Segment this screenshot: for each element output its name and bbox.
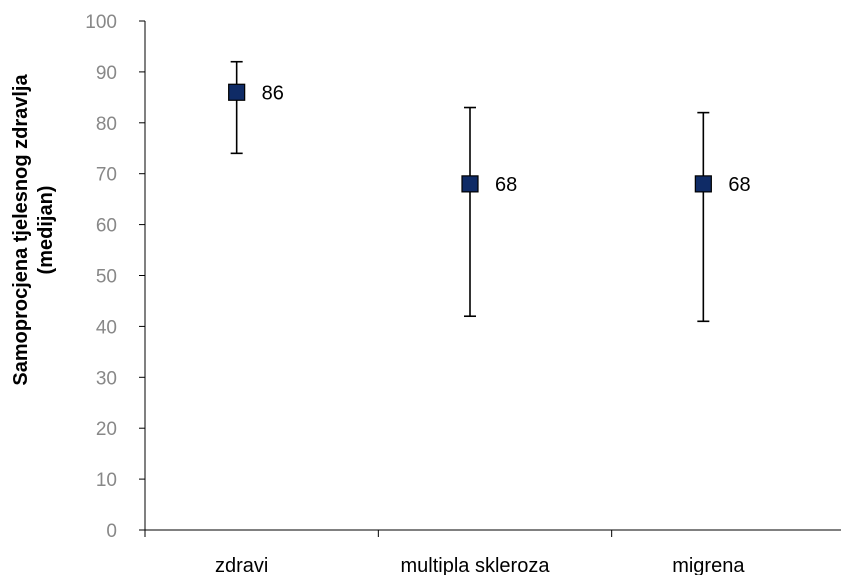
data-point-marker bbox=[694, 175, 712, 193]
data-point-marker bbox=[461, 175, 479, 193]
y-tick-label: 0 bbox=[106, 521, 117, 542]
y-tick-label: 90 bbox=[96, 63, 117, 84]
data-label: 68 bbox=[495, 174, 517, 196]
data-label: 68 bbox=[728, 174, 750, 196]
data-labels: 86 68 68 bbox=[262, 82, 751, 196]
data-point-marker bbox=[228, 83, 246, 101]
y-tick-label: 70 bbox=[96, 165, 117, 186]
x-category-label: zdravi bbox=[215, 555, 268, 575]
error-bars bbox=[230, 60, 710, 323]
y-tick-label: 20 bbox=[96, 419, 117, 440]
data-label: 86 bbox=[262, 82, 284, 104]
y-tick-label: 80 bbox=[96, 114, 117, 135]
y-tick-label: 100 bbox=[85, 12, 117, 33]
y-tick-label: 50 bbox=[96, 267, 117, 288]
x-category-label: multipla skleroza bbox=[401, 555, 551, 575]
y-tick-label: 10 bbox=[96, 470, 117, 491]
markers bbox=[228, 83, 712, 193]
y-tick-label: 30 bbox=[96, 368, 117, 389]
y-ticks: 0 10 20 30 40 50 60 70 80 90 100 bbox=[85, 12, 145, 542]
axes bbox=[144, 21, 841, 531]
y-tick-label: 40 bbox=[96, 317, 117, 338]
x-ticks: zdravi multipla skleroza migrena bbox=[144, 530, 745, 575]
y-axis-title-line-2: (medijan) bbox=[35, 186, 57, 275]
y-axis-title: Samoprocjena tjelesnog zdravlja (medijan… bbox=[10, 74, 57, 386]
y-tick-label: 60 bbox=[96, 216, 117, 237]
y-axis-title-line-1: Samoprocjena tjelesnog zdravlja bbox=[10, 74, 32, 386]
x-category-label: migrena bbox=[672, 555, 745, 575]
